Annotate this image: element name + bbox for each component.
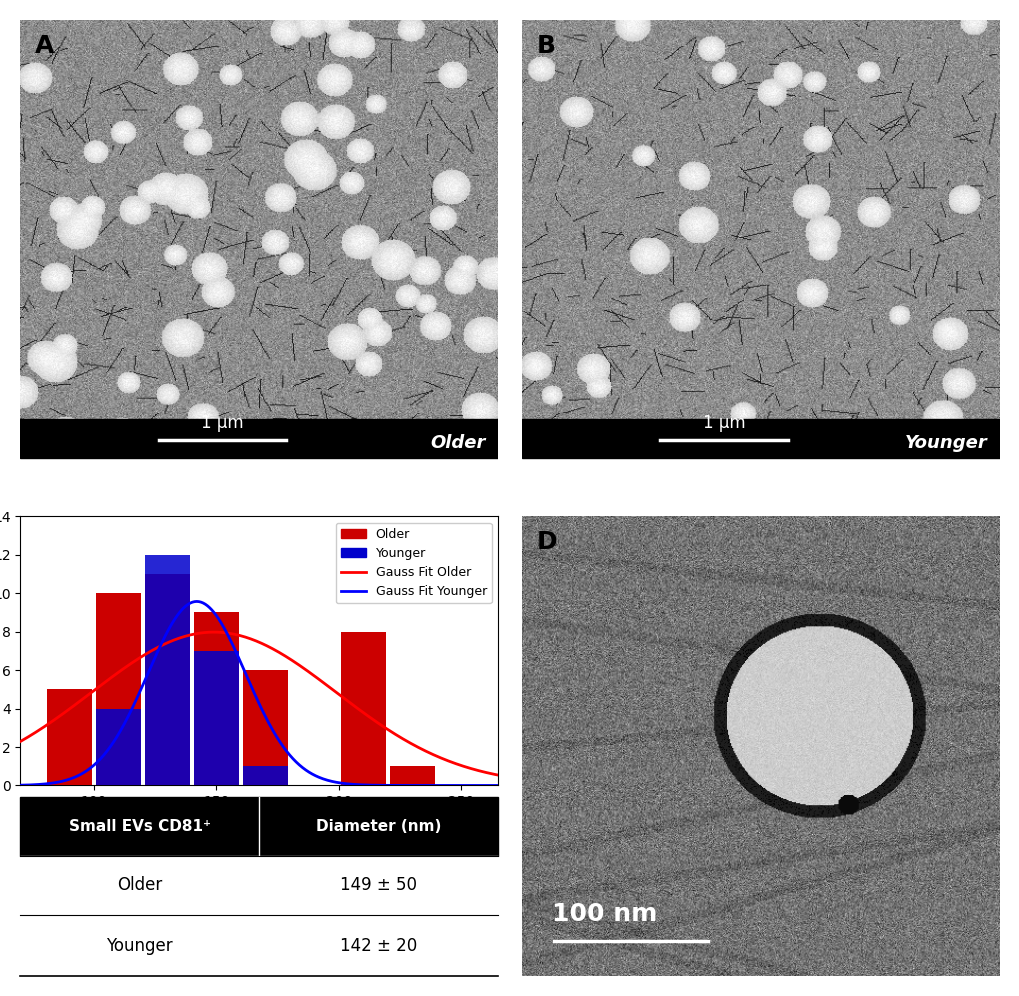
Text: D: D bbox=[536, 530, 556, 554]
Bar bbox=[194, 651, 238, 786]
Bar bbox=[20, 797, 497, 856]
Bar bbox=[522, 419, 999, 458]
Bar bbox=[20, 915, 497, 976]
Bar bbox=[194, 613, 238, 786]
Text: Small EVs CD81⁺: Small EVs CD81⁺ bbox=[68, 819, 211, 834]
Bar bbox=[96, 594, 141, 786]
Text: Older: Older bbox=[430, 434, 485, 452]
Text: Younger: Younger bbox=[106, 936, 173, 954]
Text: 149 ± 50: 149 ± 50 bbox=[339, 876, 417, 894]
Bar bbox=[96, 708, 141, 786]
Text: 100 nm: 100 nm bbox=[551, 901, 657, 925]
Bar bbox=[340, 631, 385, 786]
Bar bbox=[243, 766, 287, 786]
Text: Younger: Younger bbox=[904, 434, 986, 452]
Bar bbox=[145, 555, 190, 786]
Text: 1 μm: 1 μm bbox=[201, 414, 244, 432]
Text: B: B bbox=[536, 34, 554, 58]
Bar bbox=[145, 574, 190, 786]
Bar bbox=[47, 689, 92, 786]
Bar bbox=[20, 419, 497, 458]
Legend: Older, Younger, Gauss Fit Older, Gauss Fit Younger: Older, Younger, Gauss Fit Older, Gauss F… bbox=[335, 523, 491, 604]
Bar bbox=[20, 856, 497, 915]
Text: A: A bbox=[35, 34, 54, 58]
Text: 142 ± 20: 142 ± 20 bbox=[339, 936, 417, 954]
Text: Older: Older bbox=[117, 876, 162, 894]
Text: Diameter (nm): Diameter (nm) bbox=[316, 819, 441, 834]
Bar bbox=[389, 766, 434, 786]
X-axis label: Diameter (nm): Diameter (nm) bbox=[198, 815, 320, 833]
Bar bbox=[243, 670, 287, 786]
Text: 1 μm: 1 μm bbox=[702, 414, 745, 432]
